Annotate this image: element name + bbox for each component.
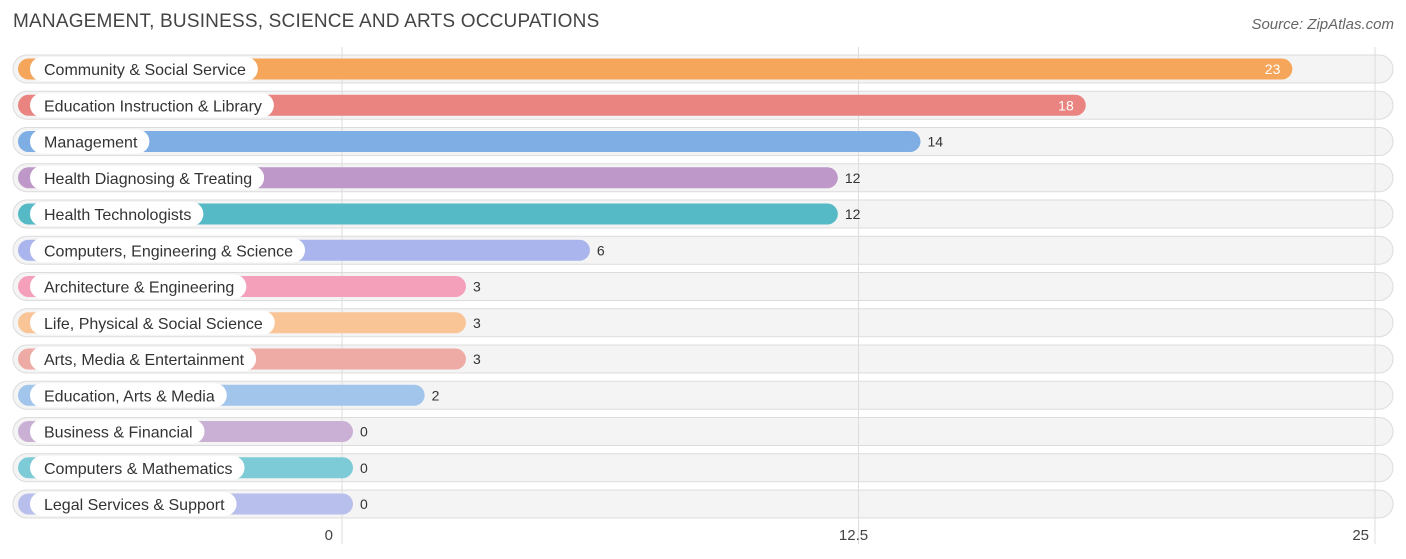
bar	[18, 94, 1086, 116]
value-label: 3	[473, 351, 481, 367]
category-label-pill	[30, 310, 275, 335]
value-label: 6	[597, 242, 605, 258]
category-label-pill	[30, 492, 237, 516]
category-label-pill	[30, 129, 150, 154]
row-track	[12, 417, 1394, 446]
value-label: 18	[1058, 97, 1074, 113]
bar	[18, 131, 921, 152]
category-label-pill	[30, 383, 227, 408]
category-label: Architecture & Engineering	[44, 280, 234, 297]
category-label-pill	[30, 455, 245, 480]
bar	[18, 203, 838, 225]
row-track	[12, 489, 1394, 519]
category-label: Life, Physical & Social Science	[44, 316, 263, 333]
value-label: 14	[927, 134, 943, 150]
category-label-pill	[30, 274, 247, 299]
x-tick-label: 0	[325, 527, 333, 544]
category-label: Legal Services & Support	[44, 497, 225, 514]
value-label: 2	[432, 387, 440, 403]
value-label: 23	[1265, 61, 1281, 77]
value-label: 0	[360, 460, 368, 476]
category-label: Health Technologists	[44, 207, 191, 224]
chart-source: Source: ZipAtlas.com	[1251, 16, 1394, 33]
bar	[18, 58, 1293, 80]
category-label: Community & Social Service	[44, 62, 246, 79]
value-label: 0	[360, 496, 368, 512]
category-label: Education Instruction & Library	[44, 98, 262, 115]
category-label-pill	[30, 347, 257, 371]
category-label-pill	[30, 93, 274, 118]
category-label-pill	[30, 202, 204, 226]
row-track	[12, 453, 1394, 483]
category-label: Education, Arts & Media	[44, 388, 215, 405]
x-tick-label: 25	[1352, 527, 1369, 544]
category-label: Arts, Media & Entertainment	[44, 352, 245, 369]
value-label: 0	[360, 424, 368, 440]
category-label: Management	[44, 135, 138, 152]
chart-title: MANAGEMENT, BUSINESS, SCIENCE AND ARTS O…	[13, 11, 600, 32]
value-label: 12	[845, 170, 861, 186]
category-label-pill	[30, 57, 258, 81]
category-label: Computers, Engineering & Science	[44, 243, 293, 260]
category-label: Business & Financial	[44, 425, 193, 442]
category-label-pill	[30, 165, 265, 190]
x-tick-label: 12.5	[839, 527, 868, 544]
value-label: 12	[845, 206, 861, 222]
category-label: Health Diagnosing & Treating	[44, 171, 252, 188]
category-label-pill	[30, 238, 306, 263]
value-label: 3	[473, 279, 481, 295]
category-label: Computers & Mathematics	[44, 461, 233, 478]
value-label: 3	[473, 315, 481, 331]
category-label-pill	[30, 419, 205, 444]
